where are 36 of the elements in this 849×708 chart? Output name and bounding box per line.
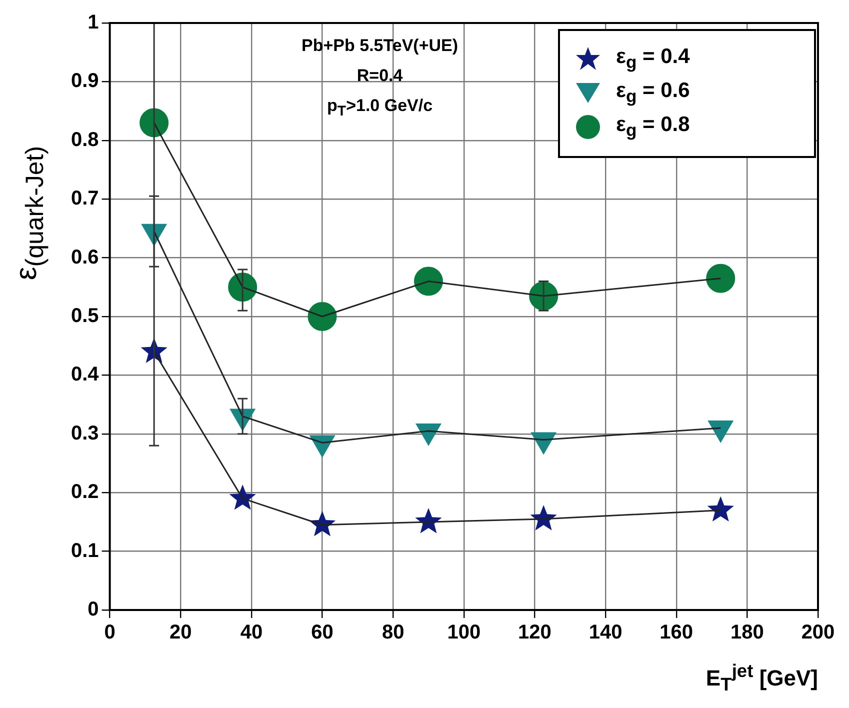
y-tick-label: 0.5: [70, 305, 99, 328]
y-tick-label: 0.3: [70, 422, 99, 444]
y-tick-label: 0.4: [70, 364, 100, 386]
y-tick-label: 0.1: [70, 540, 99, 562]
x-tick-label: 0: [104, 622, 116, 644]
point: [229, 484, 256, 510]
point: [707, 496, 734, 522]
x-tick-label: 160: [660, 622, 694, 644]
annotation: p$_{T}$>1.0 GeV/c: [326, 95, 434, 122]
x-tick-label: 20: [169, 622, 192, 644]
x-tick-label: 120: [518, 622, 552, 644]
x-tick-label: 40: [240, 622, 263, 644]
y-tick-label: 0.9: [70, 70, 99, 92]
point: [415, 508, 442, 534]
x-tick-label: 80: [382, 622, 404, 644]
point: [706, 264, 736, 293]
y-tick-label: 0.6: [70, 246, 99, 268]
y-tick-label: 0.7: [70, 188, 99, 210]
x-tick-label: 180: [730, 622, 764, 644]
legend-label: ε$_{g}$ = 0.8: [616, 113, 690, 142]
x-tick-label: 200: [801, 622, 835, 644]
y-tick-label: 0.2: [70, 481, 99, 504]
x-tick-label: 60: [311, 622, 334, 644]
y-tick-label: 1: [88, 12, 99, 34]
x-tick-label: 100: [447, 622, 481, 644]
legend-label: ε$_{g}$ = 0.6: [616, 79, 690, 108]
x-axis-title: E$_{T}$$^{jet}$ [GeV]: [706, 660, 818, 696]
y-tick-label: 0.8: [70, 128, 99, 151]
y-tick-label: 0: [88, 598, 99, 621]
x-tick-label: 140: [588, 622, 622, 644]
annotation: R=0.4: [356, 65, 404, 87]
point: [308, 302, 337, 331]
point: [414, 266, 443, 296]
legend-label: ε$_{g}$ = 0.4: [616, 45, 690, 74]
annotation: Pb+Pb 5.5TeV(+UE): [300, 35, 460, 57]
point: [140, 108, 169, 138]
